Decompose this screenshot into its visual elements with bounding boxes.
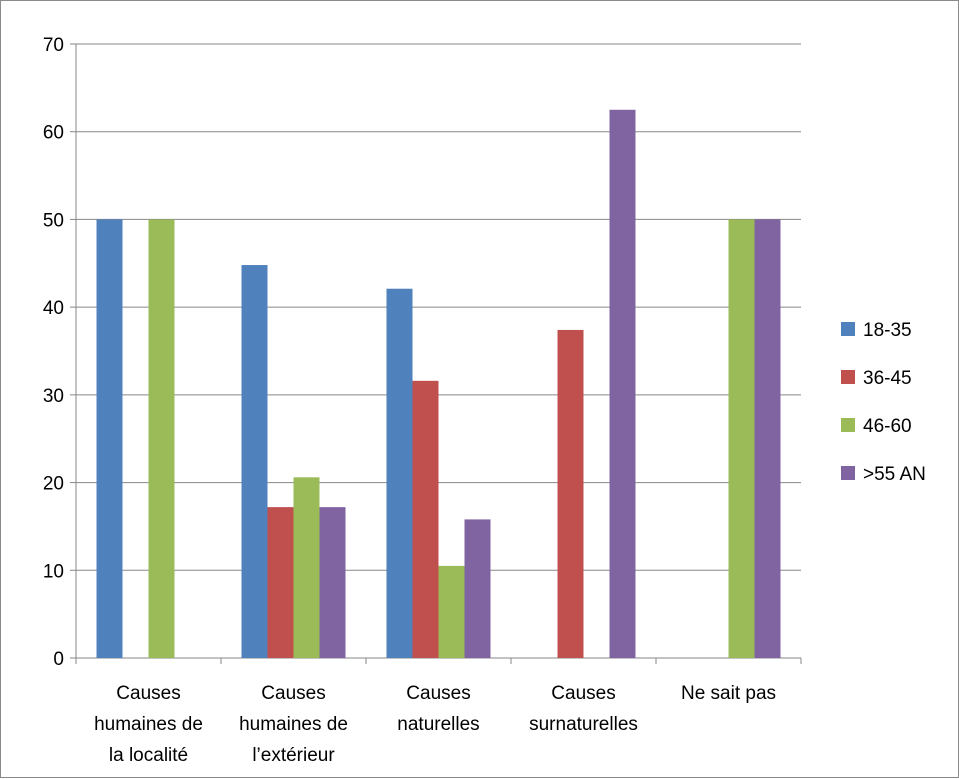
bar-3645 <box>267 507 294 658</box>
x-category-label: Causes <box>116 683 180 704</box>
y-tick-label: 70 <box>43 35 64 56</box>
y-tick-label: 0 <box>53 649 64 670</box>
legend-swatch <box>841 370 855 384</box>
bar-55an <box>319 507 346 658</box>
x-category-label: l’extérieur <box>252 745 335 766</box>
legend-label: 36-45 <box>863 368 912 389</box>
legend-swatch <box>841 418 855 432</box>
bar-1835 <box>386 288 413 658</box>
bar-4660 <box>728 219 755 658</box>
y-tick-label: 40 <box>43 298 64 319</box>
bar-3645 <box>557 329 584 658</box>
bar-55an <box>609 109 636 659</box>
x-category-label: Causes <box>261 683 325 704</box>
bar-1835 <box>96 219 123 658</box>
legend-label: >55 AN <box>863 464 926 485</box>
x-category-label: humaines de <box>94 714 203 735</box>
bar-4660 <box>438 565 465 658</box>
y-tick-label: 50 <box>43 210 64 231</box>
y-tick-label: 10 <box>43 561 64 582</box>
x-category-label: surnaturelles <box>529 714 638 735</box>
bar-55an <box>754 219 781 658</box>
x-category-label: Causes <box>551 683 615 704</box>
y-tick-label: 30 <box>43 386 64 407</box>
bar-3645 <box>412 380 439 658</box>
x-category-label: humaines de <box>239 714 348 735</box>
bar-1835 <box>241 265 268 658</box>
legend-swatch <box>841 466 855 480</box>
x-category-label: Ne sait pas <box>681 683 776 704</box>
x-category-label: la localité <box>109 745 188 766</box>
y-tick-label: 60 <box>43 123 64 144</box>
bar-55an <box>464 519 491 658</box>
bar-4660 <box>148 219 175 658</box>
bar-4660 <box>293 477 320 658</box>
x-category-label: naturelles <box>397 714 479 735</box>
legend-label: 18-35 <box>863 320 912 341</box>
legend-label: 46-60 <box>863 416 912 437</box>
legend-swatch <box>841 322 855 336</box>
y-tick-label: 20 <box>43 474 64 495</box>
x-category-label: Causes <box>406 683 470 704</box>
